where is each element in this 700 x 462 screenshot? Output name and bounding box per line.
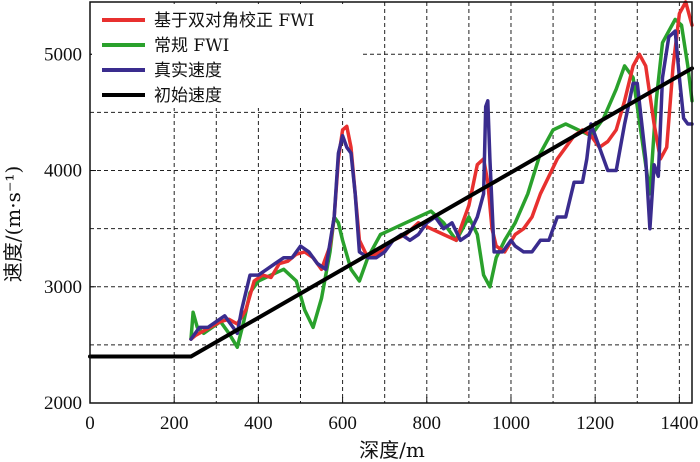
x-tick-label: 1400 <box>660 413 698 434</box>
y-tick-label: 2000 <box>44 393 82 414</box>
y-tick-label: 5000 <box>44 44 82 65</box>
y-tick-label: 3000 <box>44 277 82 298</box>
x-tick-label: 0 <box>85 413 95 434</box>
y-tick-label: 4000 <box>44 161 82 182</box>
series-line-0 <box>189 0 694 341</box>
y-axis-ticks: 2000 3000 4000 5000 <box>44 44 96 414</box>
x-axis-ticks: 0 200 400 600 800 1000 1200 1400 <box>85 397 698 434</box>
plot-frame <box>89 1 693 404</box>
x-tick-label: 1200 <box>576 413 614 434</box>
y-axis-title: 速度/(m·s⁻¹) <box>1 166 25 283</box>
x-tick-label: 600 <box>328 413 357 434</box>
x-axis-title: 深度/m <box>359 438 425 462</box>
x-tick-label: 1000 <box>492 413 530 434</box>
series-line-2 <box>189 29 694 341</box>
series-line-3 <box>88 66 694 359</box>
x-tick-label: 200 <box>160 413 189 434</box>
series-layer <box>88 0 694 359</box>
legend-label: 真实速度 <box>154 61 222 81</box>
legend-label: 常规 FWI <box>154 36 229 56</box>
x-tick-label: 800 <box>413 413 442 434</box>
x-tick-label: 400 <box>244 413 273 434</box>
legend-label: 初始速度 <box>154 86 222 106</box>
legend-label: 基于双对角校正 FWI <box>154 11 314 31</box>
